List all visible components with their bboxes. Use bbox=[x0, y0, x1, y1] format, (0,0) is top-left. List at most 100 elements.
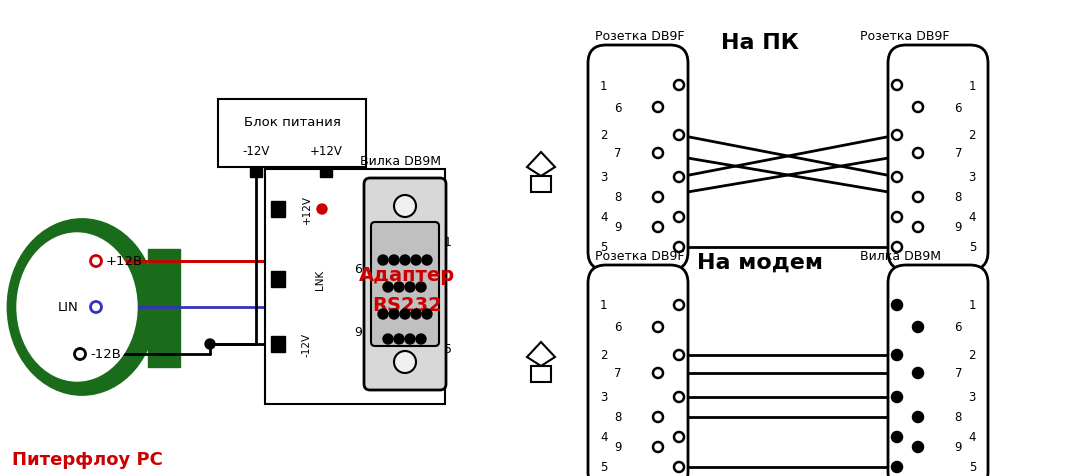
Bar bbox=[270, 336, 285, 352]
Bar bbox=[320, 168, 332, 178]
Circle shape bbox=[383, 334, 393, 344]
Text: 7: 7 bbox=[954, 147, 962, 160]
Circle shape bbox=[913, 368, 923, 378]
Circle shape bbox=[674, 462, 684, 472]
Circle shape bbox=[394, 351, 415, 373]
Text: 3: 3 bbox=[601, 171, 607, 184]
Circle shape bbox=[892, 242, 902, 252]
Text: 2: 2 bbox=[601, 349, 607, 362]
Text: Вилка DB9M: Вилка DB9M bbox=[360, 155, 441, 168]
Circle shape bbox=[317, 205, 327, 215]
Bar bbox=[270, 201, 285, 218]
Text: 4: 4 bbox=[968, 211, 976, 224]
Text: 5: 5 bbox=[601, 241, 607, 254]
Text: 4: 4 bbox=[968, 431, 976, 444]
FancyBboxPatch shape bbox=[371, 223, 439, 346]
Text: 9: 9 bbox=[613, 221, 621, 234]
Text: 6: 6 bbox=[954, 101, 962, 114]
Text: На ПК: На ПК bbox=[721, 33, 799, 53]
Text: Блок питания: Блок питания bbox=[243, 115, 341, 128]
Text: Розетка DB9F: Розетка DB9F bbox=[860, 30, 950, 42]
Ellipse shape bbox=[17, 234, 137, 381]
Circle shape bbox=[654, 442, 663, 452]
Text: 6: 6 bbox=[354, 263, 361, 276]
Circle shape bbox=[892, 462, 902, 472]
Circle shape bbox=[674, 173, 684, 183]
Text: 7: 7 bbox=[613, 147, 621, 160]
Text: 8: 8 bbox=[954, 411, 962, 424]
Circle shape bbox=[892, 131, 902, 141]
Circle shape bbox=[394, 196, 415, 218]
Text: 6: 6 bbox=[613, 101, 621, 114]
Circle shape bbox=[204, 339, 215, 349]
Polygon shape bbox=[527, 153, 555, 177]
Circle shape bbox=[892, 81, 902, 91]
Text: LIN: LIN bbox=[58, 301, 79, 314]
Circle shape bbox=[654, 322, 663, 332]
Circle shape bbox=[674, 242, 684, 252]
Polygon shape bbox=[531, 177, 551, 193]
FancyBboxPatch shape bbox=[588, 266, 688, 476]
Circle shape bbox=[892, 213, 902, 223]
Text: 2: 2 bbox=[968, 349, 976, 362]
Text: 3: 3 bbox=[601, 391, 607, 404]
Circle shape bbox=[422, 309, 432, 319]
Circle shape bbox=[91, 256, 102, 267]
Text: LNK: LNK bbox=[315, 269, 325, 289]
Text: Розетка DB9F: Розетка DB9F bbox=[595, 30, 685, 42]
Text: 2: 2 bbox=[601, 129, 607, 142]
Circle shape bbox=[422, 256, 432, 266]
Text: Розетка DB9F: Розетка DB9F bbox=[595, 249, 685, 262]
Circle shape bbox=[892, 392, 902, 402]
Bar bbox=[148, 249, 180, 367]
Text: 5: 5 bbox=[601, 461, 607, 474]
Circle shape bbox=[394, 282, 404, 292]
Circle shape bbox=[913, 193, 923, 203]
Text: 7: 7 bbox=[954, 367, 962, 380]
Polygon shape bbox=[531, 366, 551, 382]
Text: 1: 1 bbox=[601, 79, 607, 92]
Polygon shape bbox=[527, 342, 555, 366]
Bar bbox=[217, 100, 366, 168]
Circle shape bbox=[411, 309, 421, 319]
Circle shape bbox=[674, 350, 684, 360]
Circle shape bbox=[378, 256, 388, 266]
Text: На модем: На модем bbox=[697, 252, 823, 272]
Circle shape bbox=[654, 193, 663, 203]
Text: 1: 1 bbox=[968, 299, 976, 312]
Text: +12V: +12V bbox=[302, 195, 312, 224]
Text: 6: 6 bbox=[613, 321, 621, 334]
Bar bbox=[265, 169, 445, 404]
Circle shape bbox=[892, 300, 902, 310]
Circle shape bbox=[405, 334, 415, 344]
Circle shape bbox=[654, 412, 663, 422]
Circle shape bbox=[400, 309, 410, 319]
Circle shape bbox=[674, 213, 684, 223]
Circle shape bbox=[674, 392, 684, 402]
Circle shape bbox=[654, 223, 663, 232]
Text: 1: 1 bbox=[601, 299, 607, 312]
Circle shape bbox=[913, 442, 923, 452]
FancyBboxPatch shape bbox=[888, 46, 988, 270]
Circle shape bbox=[400, 256, 410, 266]
Text: 9: 9 bbox=[613, 441, 621, 454]
Circle shape bbox=[383, 282, 393, 292]
Circle shape bbox=[390, 256, 399, 266]
Circle shape bbox=[913, 322, 923, 332]
FancyBboxPatch shape bbox=[364, 178, 446, 390]
Circle shape bbox=[654, 368, 663, 378]
Circle shape bbox=[674, 300, 684, 310]
Text: 8: 8 bbox=[613, 191, 621, 204]
Circle shape bbox=[913, 412, 923, 422]
Text: Адаптер: Адаптер bbox=[359, 266, 456, 284]
Text: RS232: RS232 bbox=[372, 296, 441, 314]
Text: -12В: -12В bbox=[90, 348, 121, 361]
Text: 8: 8 bbox=[613, 411, 621, 424]
Text: -12V: -12V bbox=[242, 145, 269, 158]
Text: 5: 5 bbox=[968, 461, 976, 474]
Circle shape bbox=[892, 173, 902, 183]
Circle shape bbox=[674, 81, 684, 91]
Text: 9: 9 bbox=[954, 221, 962, 234]
Text: 9: 9 bbox=[354, 326, 361, 339]
Circle shape bbox=[394, 334, 404, 344]
